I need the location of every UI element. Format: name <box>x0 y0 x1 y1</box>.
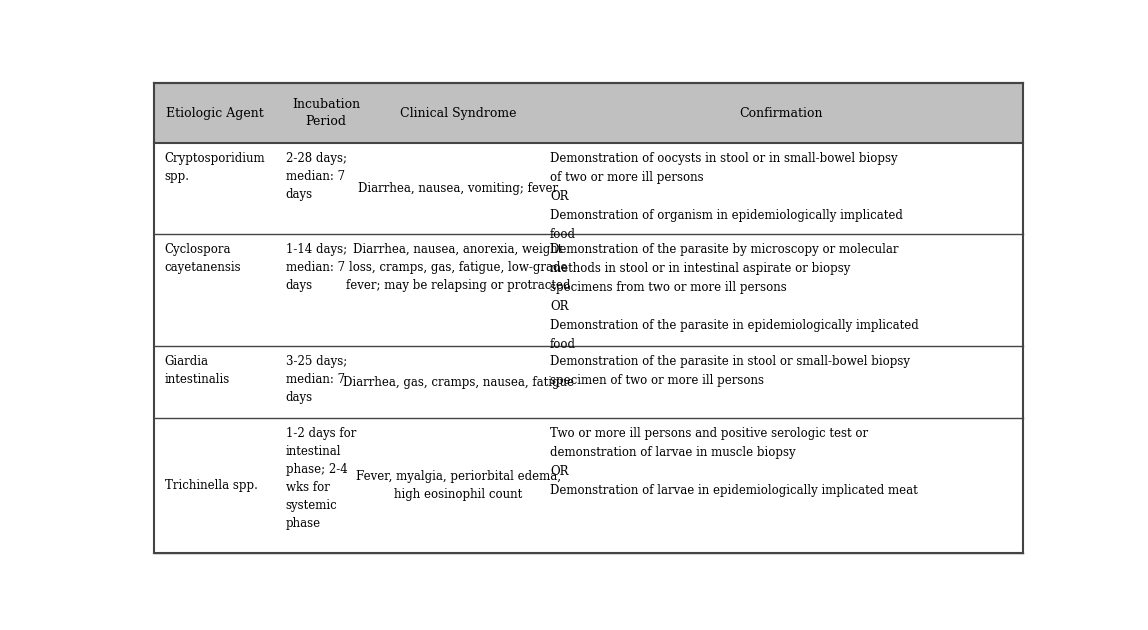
Text: Giardia
intestinalis: Giardia intestinalis <box>165 355 230 386</box>
Text: Etiologic Agent: Etiologic Agent <box>165 106 264 120</box>
Text: Cyclospora
cayetanensis: Cyclospora cayetanensis <box>165 243 241 274</box>
Text: Trichinella spp.: Trichinella spp. <box>165 479 258 493</box>
Text: Confirmation: Confirmation <box>739 106 823 120</box>
Text: Clinical Syndrome: Clinical Syndrome <box>400 106 517 120</box>
Bar <box>154 346 1023 418</box>
Text: Diarrhea, nausea, vomiting; fever: Diarrhea, nausea, vomiting; fever <box>358 182 558 195</box>
Text: 1-2 days for
intestinal
phase; 2-4
wks for
systemic
phase: 1-2 days for intestinal phase; 2-4 wks f… <box>286 427 356 530</box>
Text: 3-25 days;
median: 7
days: 3-25 days; median: 7 days <box>286 355 347 404</box>
Bar <box>154 418 1023 553</box>
Bar <box>154 83 1023 144</box>
Text: Diarrhea, nausea, anorexia, weight
loss, cramps, gas, fatigue, low-grade
fever; : Diarrhea, nausea, anorexia, weight loss,… <box>346 243 571 292</box>
Text: 1-14 days;
median: 7
days: 1-14 days; median: 7 days <box>286 243 347 292</box>
Text: Two or more ill persons and positive serologic test or
demonstration of larvae i: Two or more ill persons and positive ser… <box>550 427 918 497</box>
Text: Diarrhea, gas, cramps, nausea, fatigue: Diarrhea, gas, cramps, nausea, fatigue <box>342 375 574 389</box>
Text: Incubation
Period: Incubation Period <box>292 98 360 128</box>
Bar <box>154 234 1023 346</box>
Bar <box>154 144 1023 234</box>
Text: Demonstration of the parasite in stool or small-bowel biopsy
specimen of two or : Demonstration of the parasite in stool o… <box>550 355 910 387</box>
Text: 2-28 days;
median: 7
days: 2-28 days; median: 7 days <box>286 152 347 201</box>
Text: Fever, myalgia, periorbital edema,
high eosinophil count: Fever, myalgia, periorbital edema, high … <box>356 471 560 501</box>
Text: Demonstration of oocysts in stool or in small-bowel biopsy
of two or more ill pe: Demonstration of oocysts in stool or in … <box>550 152 903 241</box>
Text: Demonstration of the parasite by microscopy or molecular
methods in stool or in : Demonstration of the parasite by microsc… <box>550 243 918 351</box>
Text: Cryptosporidium
spp.: Cryptosporidium spp. <box>165 152 265 183</box>
